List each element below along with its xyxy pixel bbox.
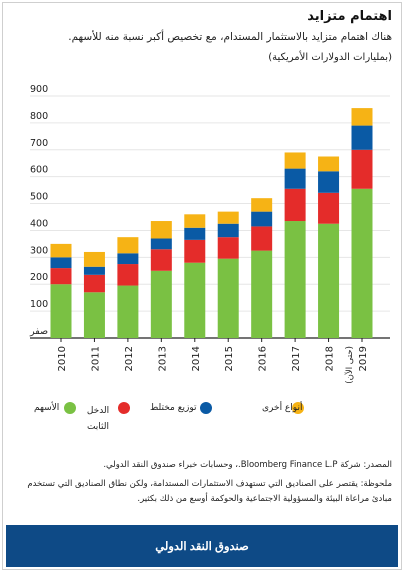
bar-segment-2012-1	[117, 264, 139, 286]
y-tick-label: 200	[30, 272, 48, 283]
y-tick-label: 700	[30, 138, 48, 149]
bar-segment-2013-2	[150, 238, 172, 250]
bar-segment-2019-2	[351, 125, 373, 150]
bar-segment-2011-3	[83, 251, 105, 267]
y-tick-label: صفر	[29, 326, 48, 337]
y-tick-label: 400	[30, 218, 48, 229]
bar-segment-2017-1	[284, 188, 306, 222]
source-note: المصدر: شركة Bloomberg Finance L.P.، وحس…	[103, 460, 392, 470]
bar-segment-2010-1	[50, 268, 72, 285]
bar-segment-2013-0	[150, 270, 172, 338]
bar-segment-2014-2	[184, 227, 206, 240]
y-tick-label: 500	[30, 192, 48, 203]
legend-label-fixed-income: الدخل الثابت	[86, 406, 110, 432]
x-tick-label: 2016	[258, 346, 269, 371]
footnote: ملحوظة: يقتصر على الصناديق التي تستهدف ا…	[27, 479, 392, 504]
chart-title: اهتمام متزايد	[307, 9, 392, 24]
bar-segment-2018-3	[318, 156, 340, 172]
bar-segment-2010-3	[50, 243, 72, 258]
imf-footer-button[interactable]: صندوق النقد الدولي	[6, 525, 398, 567]
x-tick-label: 2015	[224, 346, 235, 371]
chart-subtitle: هناك اهتمام متزايد بالاستثمار المستدام، …	[68, 31, 392, 43]
legend-label-other: أنواع أخرى	[262, 403, 303, 413]
x-tick-label: 2019	[358, 346, 369, 371]
bar-segment-2017-2	[284, 168, 306, 189]
bar-segment-2010-0	[50, 284, 72, 338]
bar-segment-2018-2	[318, 171, 340, 193]
bar-segment-2014-0	[184, 262, 206, 338]
bar-segment-2013-3	[150, 221, 172, 239]
legend-swatch-fixed-income	[118, 402, 130, 414]
bar-segment-2012-2	[117, 253, 139, 265]
bar-segment-2015-0	[217, 258, 239, 338]
bar-segment-2019-0	[351, 188, 373, 338]
bar-segment-2014-1	[184, 239, 206, 263]
y-tick-label: 300	[30, 245, 48, 256]
x-tick-label: 2014	[191, 346, 202, 371]
bar-segment-2016-2	[251, 211, 273, 227]
bar-segment-2018-1	[318, 192, 340, 224]
bar-segment-2014-3	[184, 214, 206, 228]
x-tick-label: 2011	[90, 346, 101, 371]
bar-segment-2015-1	[217, 237, 239, 259]
bar-segment-2019-1	[351, 149, 373, 189]
bar-segment-2016-1	[251, 226, 273, 251]
y-tick-label: 100	[30, 299, 48, 310]
x-tick-label: 2018	[325, 346, 336, 371]
legend-label-mixed: توزيع مختلط	[150, 403, 197, 413]
chart-units: (بمليارات الدولارات الأمريكية)	[268, 52, 392, 63]
bar-segment-2017-3	[284, 152, 306, 169]
stacked-bar-chart: صفر 100 200 300 400 500 600 700 800 900 2010 2011 20…	[29, 84, 390, 384]
bar-segment-2016-0	[251, 250, 273, 338]
legend-label-equities: الأسهم	[34, 403, 60, 413]
x-tick-label: 2012	[124, 346, 135, 371]
y-tick-label: 600	[30, 165, 48, 176]
bar-segment-2010-2	[50, 257, 72, 269]
bar-segment-2012-0	[117, 285, 139, 338]
x-tick-label: 2017	[291, 346, 302, 371]
x-tick-label: 2013	[157, 346, 168, 371]
bar-segment-2015-2	[217, 223, 239, 238]
legend-swatch-mixed	[200, 402, 212, 414]
bar-segment-2011-2	[83, 266, 105, 275]
bar-segment-2012-3	[117, 237, 139, 254]
bar-segment-2019-3	[351, 108, 373, 126]
bar-segment-2016-3	[251, 198, 273, 212]
bar-segment-2017-0	[284, 221, 306, 338]
y-tick-label: 800	[30, 111, 48, 122]
legend-swatch-other	[292, 402, 304, 414]
notes-block: المصدر: شركة Bloomberg Finance L.P.، وحس…	[20, 458, 392, 511]
bar-segment-2013-1	[150, 249, 172, 271]
legend-swatch-equities	[64, 402, 76, 414]
x-tick-note: (حتى الآن)	[344, 346, 355, 384]
bar-segment-2011-0	[83, 292, 105, 338]
y-tick-label: 900	[30, 84, 48, 95]
bar-segment-2015-3	[217, 211, 239, 224]
bar-segment-2011-1	[83, 274, 105, 293]
bar-segment-2018-0	[318, 223, 340, 338]
x-tick-label: 2010	[57, 346, 68, 371]
